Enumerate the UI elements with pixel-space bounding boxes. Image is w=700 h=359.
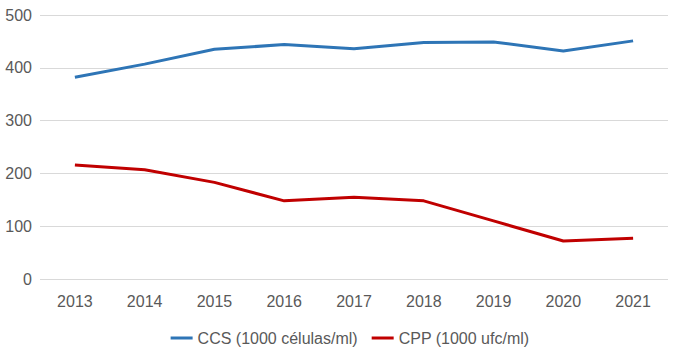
svg-text:2020: 2020 <box>546 293 582 310</box>
svg-text:0: 0 <box>23 271 32 288</box>
svg-text:2021: 2021 <box>615 293 651 310</box>
svg-text:500: 500 <box>5 7 32 24</box>
svg-text:100: 100 <box>5 218 32 235</box>
svg-text:CCS (1000 células/ml): CCS (1000 células/ml) <box>198 330 358 347</box>
svg-text:CPP (1000 ufc/ml): CPP (1000 ufc/ml) <box>399 330 529 347</box>
svg-text:2018: 2018 <box>406 293 442 310</box>
svg-text:2019: 2019 <box>476 293 512 310</box>
svg-text:2013: 2013 <box>57 293 93 310</box>
svg-text:400: 400 <box>5 59 32 76</box>
svg-text:2015: 2015 <box>197 293 233 310</box>
svg-text:300: 300 <box>5 112 32 129</box>
svg-text:2017: 2017 <box>336 293 372 310</box>
svg-text:2016: 2016 <box>266 293 302 310</box>
svg-text:2014: 2014 <box>127 293 163 310</box>
svg-text:200: 200 <box>5 165 32 182</box>
